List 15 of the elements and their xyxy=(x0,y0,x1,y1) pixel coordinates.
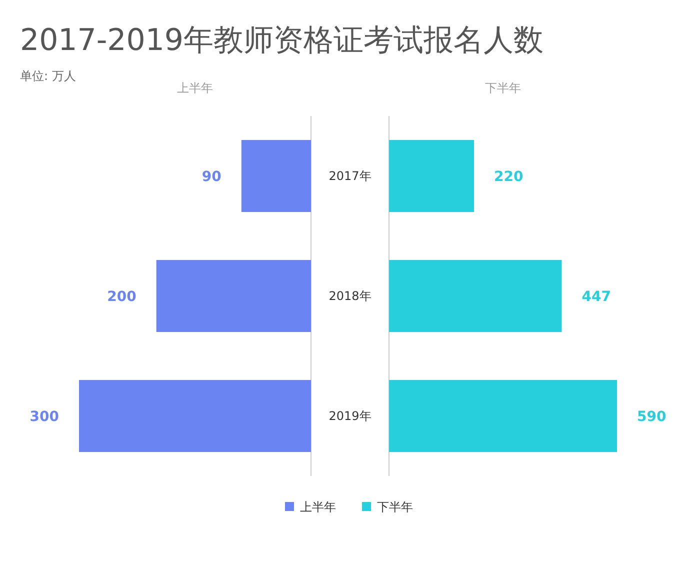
data-label: 590 xyxy=(637,409,666,425)
chart-subtitle: 单位: 万人 xyxy=(20,69,76,83)
data-label: 300 xyxy=(30,409,60,425)
data-label: 447 xyxy=(582,289,611,305)
data-label: 200 xyxy=(107,289,137,305)
legend-label: 下半年 xyxy=(377,500,413,514)
x-axis-title: 下半年 xyxy=(485,81,521,95)
data-label: 220 xyxy=(494,169,524,185)
chart-title: 2017-2019年教师资格证考试报名人数 xyxy=(20,23,544,58)
y-tick-label: 2018年 xyxy=(328,289,372,303)
y-tick-label: 2019年 xyxy=(328,409,372,423)
y-tick-label: 2017年 xyxy=(328,169,372,183)
legend-label: 上半年 xyxy=(300,500,336,514)
x-axis-title: 上半年 xyxy=(177,81,213,95)
data-label: 90 xyxy=(202,169,222,185)
